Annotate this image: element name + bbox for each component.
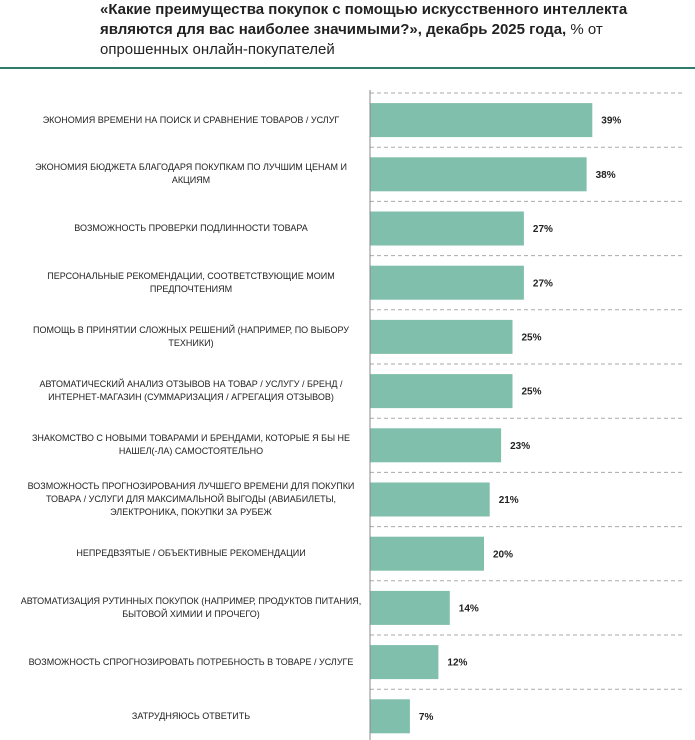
category-label: ПОМОЩЬ В ПРИНЯТИИ СЛОЖНЫХ РЕШЕНИЙ (НАПРИ… — [33, 324, 349, 348]
category-label: ЭКОНОМИЯ БЮДЖЕТА БЛАГОДАРЯ ПОКУПКАМ ПО Л… — [35, 162, 347, 186]
value-label: 25% — [522, 387, 542, 398]
value-label: 23% — [510, 441, 530, 452]
category-label: АВТОМАТИЗАЦИЯ РУТИННЫХ ПОКУПОК (НАПРИМЕР… — [20, 595, 362, 619]
value-label: 12% — [447, 658, 467, 669]
value-label: 39% — [601, 116, 621, 127]
value-label: 14% — [459, 604, 479, 615]
category-label: ЭКОНОМИЯ ВРЕМЕНИ НА ПОИСК И СРАВНЕНИЕ ТО… — [42, 114, 340, 125]
category-label: ПЕРСОНАЛЬНЫЕ РЕКОМЕНДАЦИИ, СООТВЕТСТВУЮЩ… — [47, 270, 335, 294]
bar — [370, 590, 450, 625]
value-label: 38% — [596, 170, 616, 181]
bar — [370, 645, 439, 680]
category-label: ЗАТРУДНЯЮСЬ ОТВЕТИТЬ — [131, 710, 251, 721]
category-label: ВОЗМОЖНОСТЬ ПРОГНОЗИРОВАНИЯ ЛУЧШЕГО ВРЕМ… — [27, 480, 355, 517]
value-label: 27% — [533, 278, 553, 289]
chart-subtitle: % от опрошенных онлайн-покупателей — [100, 21, 603, 58]
chart-title: «Какие преимущества покупок с помощью ис… — [100, 1, 628, 38]
bar — [370, 482, 490, 517]
category-label: НЕПРЕДВЗЯТЫЕ / ОБЪЕКТИВНЫЕ РЕКОМЕНДАЦИИ — [76, 548, 306, 559]
category-label: АВТОМАТИЧЕСКИЙ АНАЛИЗ ОТЗЫВОВ НА ТОВАР /… — [39, 379, 343, 403]
bar — [370, 699, 410, 734]
title-block: «Какие преимущества покупок с помощью ис… — [100, 0, 685, 60]
category-label: ВОЗМОЖНОСТЬ СПРОГНОЗИРОВАТЬ ПОТРЕБНОСТЬ … — [28, 656, 354, 667]
bar — [370, 536, 484, 571]
bar — [370, 374, 513, 409]
bar — [370, 428, 502, 463]
bar — [370, 211, 524, 246]
bar — [370, 265, 524, 300]
value-label: 7% — [419, 712, 434, 723]
value-label: 21% — [499, 495, 519, 506]
bar — [370, 157, 587, 192]
category-label: ЗНАКОМСТВО С НОВЫМИ ТОВАРАМИ И БРЕНДАМИ,… — [31, 433, 351, 457]
value-label: 25% — [522, 333, 542, 344]
category-label: ВОЗМОЖНОСТЬ ПРОВЕРКИ ПОДЛИННОСТИ ТОВАРА — [74, 222, 308, 233]
bar — [370, 319, 513, 354]
divider — [0, 67, 695, 69]
value-label: 27% — [533, 224, 553, 235]
bar — [370, 103, 593, 138]
value-label: 20% — [493, 549, 513, 560]
